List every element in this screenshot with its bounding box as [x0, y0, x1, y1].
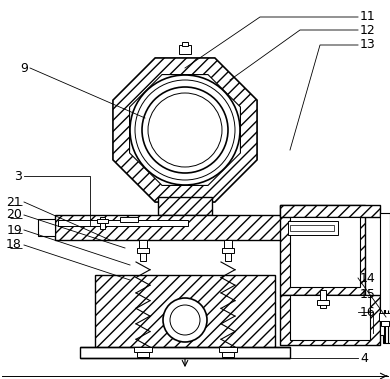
Bar [320, 290, 326, 308]
Bar [224, 240, 232, 250]
Bar [137, 248, 149, 253]
Circle shape [148, 93, 222, 167]
Polygon shape [129, 75, 240, 185]
Bar [379, 313, 390, 321]
Circle shape [170, 305, 200, 335]
Bar [120, 217, 138, 222]
Text: 11: 11 [360, 11, 376, 23]
Bar [97, 219, 108, 223]
Polygon shape [95, 275, 275, 355]
Polygon shape [158, 197, 212, 215]
Text: 21: 21 [6, 196, 22, 208]
Bar [134, 347, 152, 352]
Bar [140, 253, 146, 261]
Bar [219, 347, 237, 352]
Bar [182, 42, 188, 46]
Bar [179, 45, 191, 54]
Text: 4: 4 [360, 351, 368, 365]
Bar [317, 300, 329, 305]
Polygon shape [290, 217, 360, 287]
Text: 14: 14 [360, 271, 376, 285]
Polygon shape [290, 295, 370, 340]
Text: 19: 19 [6, 224, 22, 236]
Polygon shape [38, 219, 55, 236]
Text: 3: 3 [14, 169, 22, 183]
Circle shape [130, 75, 240, 185]
Polygon shape [55, 215, 300, 240]
Bar [288, 221, 338, 235]
Bar [222, 248, 234, 253]
Bar [58, 220, 188, 226]
Bar [100, 217, 105, 229]
Text: 20: 20 [6, 208, 22, 221]
Bar [381, 321, 389, 326]
Circle shape [163, 298, 207, 342]
Text: 9: 9 [20, 61, 28, 75]
Bar [222, 352, 234, 357]
Circle shape [142, 87, 228, 173]
Text: 18: 18 [6, 238, 22, 252]
Text: 12: 12 [360, 23, 376, 36]
Polygon shape [280, 205, 365, 295]
Text: 13: 13 [360, 39, 376, 52]
Bar [290, 225, 334, 231]
Bar [137, 352, 149, 357]
Text: 16: 16 [360, 305, 376, 318]
Text: 15: 15 [360, 288, 376, 302]
Bar [225, 253, 231, 261]
Polygon shape [280, 295, 380, 345]
Polygon shape [113, 58, 257, 202]
Bar [139, 240, 147, 250]
Polygon shape [280, 205, 380, 217]
Circle shape [135, 80, 235, 180]
Polygon shape [80, 347, 290, 358]
Polygon shape [380, 213, 390, 343]
